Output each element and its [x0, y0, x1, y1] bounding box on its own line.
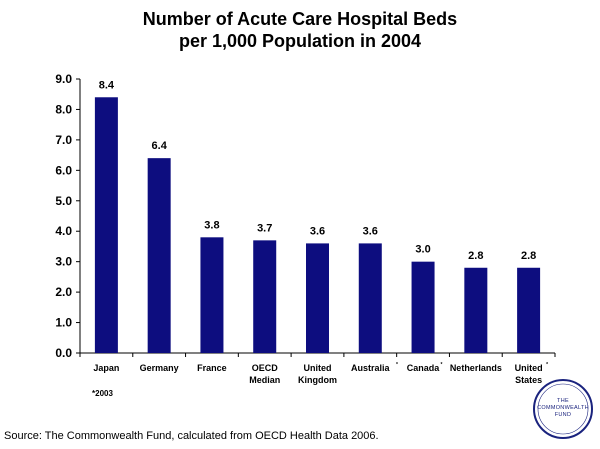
- bar-value-label: 8.4: [99, 79, 115, 91]
- bar: [253, 240, 277, 353]
- y-tick-label: 8.0: [55, 102, 72, 116]
- category-label: Australia: [351, 363, 391, 373]
- bar-value-label: 3.6: [363, 225, 378, 237]
- bar-value-label: 3.6: [310, 225, 325, 237]
- y-tick-label: 0.0: [55, 346, 72, 360]
- commonwealth-fund-logo: [533, 379, 593, 439]
- category-label: United: [304, 363, 332, 373]
- bar-value-label: 3.7: [257, 222, 272, 234]
- y-tick-label: 9.0: [55, 72, 72, 86]
- bar-value-label: 2.8: [521, 250, 536, 262]
- bar: [200, 237, 224, 353]
- bar: [464, 267, 488, 353]
- category-label: Kingdom: [298, 375, 337, 385]
- chart-title-line-1: Number of Acute Care Hospital Beds: [142, 9, 458, 29]
- category-label: Median: [249, 375, 280, 385]
- category-label: OECD: [252, 363, 279, 373]
- bar: [306, 243, 329, 353]
- category-footnote-mark: *: [396, 362, 398, 368]
- bar-value-label: 2.8: [468, 250, 483, 262]
- y-tick-label: 5.0: [55, 194, 72, 208]
- category-label: Canada: [407, 363, 441, 373]
- y-tick-label: 3.0: [55, 255, 72, 269]
- category-label: Japan: [93, 363, 119, 373]
- category-label: Germany: [140, 363, 179, 373]
- category-label: France: [197, 363, 227, 373]
- bar: [358, 243, 382, 353]
- source-note: Source: The Commonwealth Fund, calculate…: [4, 430, 379, 442]
- y-tick-label: 4.0: [55, 224, 72, 238]
- category-footnote-mark: *: [546, 362, 548, 368]
- y-tick-label: 6.0: [55, 163, 72, 177]
- category-label: States: [515, 375, 542, 385]
- logo-text: THE COMMONWEALTH FUND: [537, 398, 589, 418]
- category-label: Netherlands: [450, 363, 502, 373]
- y-tick-label: 1.0: [55, 316, 72, 330]
- bar: [411, 261, 435, 353]
- y-tick-label: 2.0: [55, 285, 72, 299]
- bar-value-label: 6.4: [152, 140, 168, 152]
- bar: [147, 158, 171, 353]
- bar: [94, 97, 118, 354]
- category-footnote-mark: *: [441, 362, 443, 368]
- chart-title: Number of Acute Care Hospital Beds per 1…: [0, 8, 600, 52]
- category-label: United: [515, 363, 543, 373]
- chart-title-line-2: per 1,000 Population in 2004: [178, 31, 422, 51]
- bar-value-label: 3.8: [204, 219, 219, 231]
- bar-value-label: 3.0: [415, 244, 430, 256]
- footnote: *2003: [92, 389, 113, 398]
- bar: [517, 267, 541, 353]
- y-tick-label: 7.0: [55, 133, 72, 147]
